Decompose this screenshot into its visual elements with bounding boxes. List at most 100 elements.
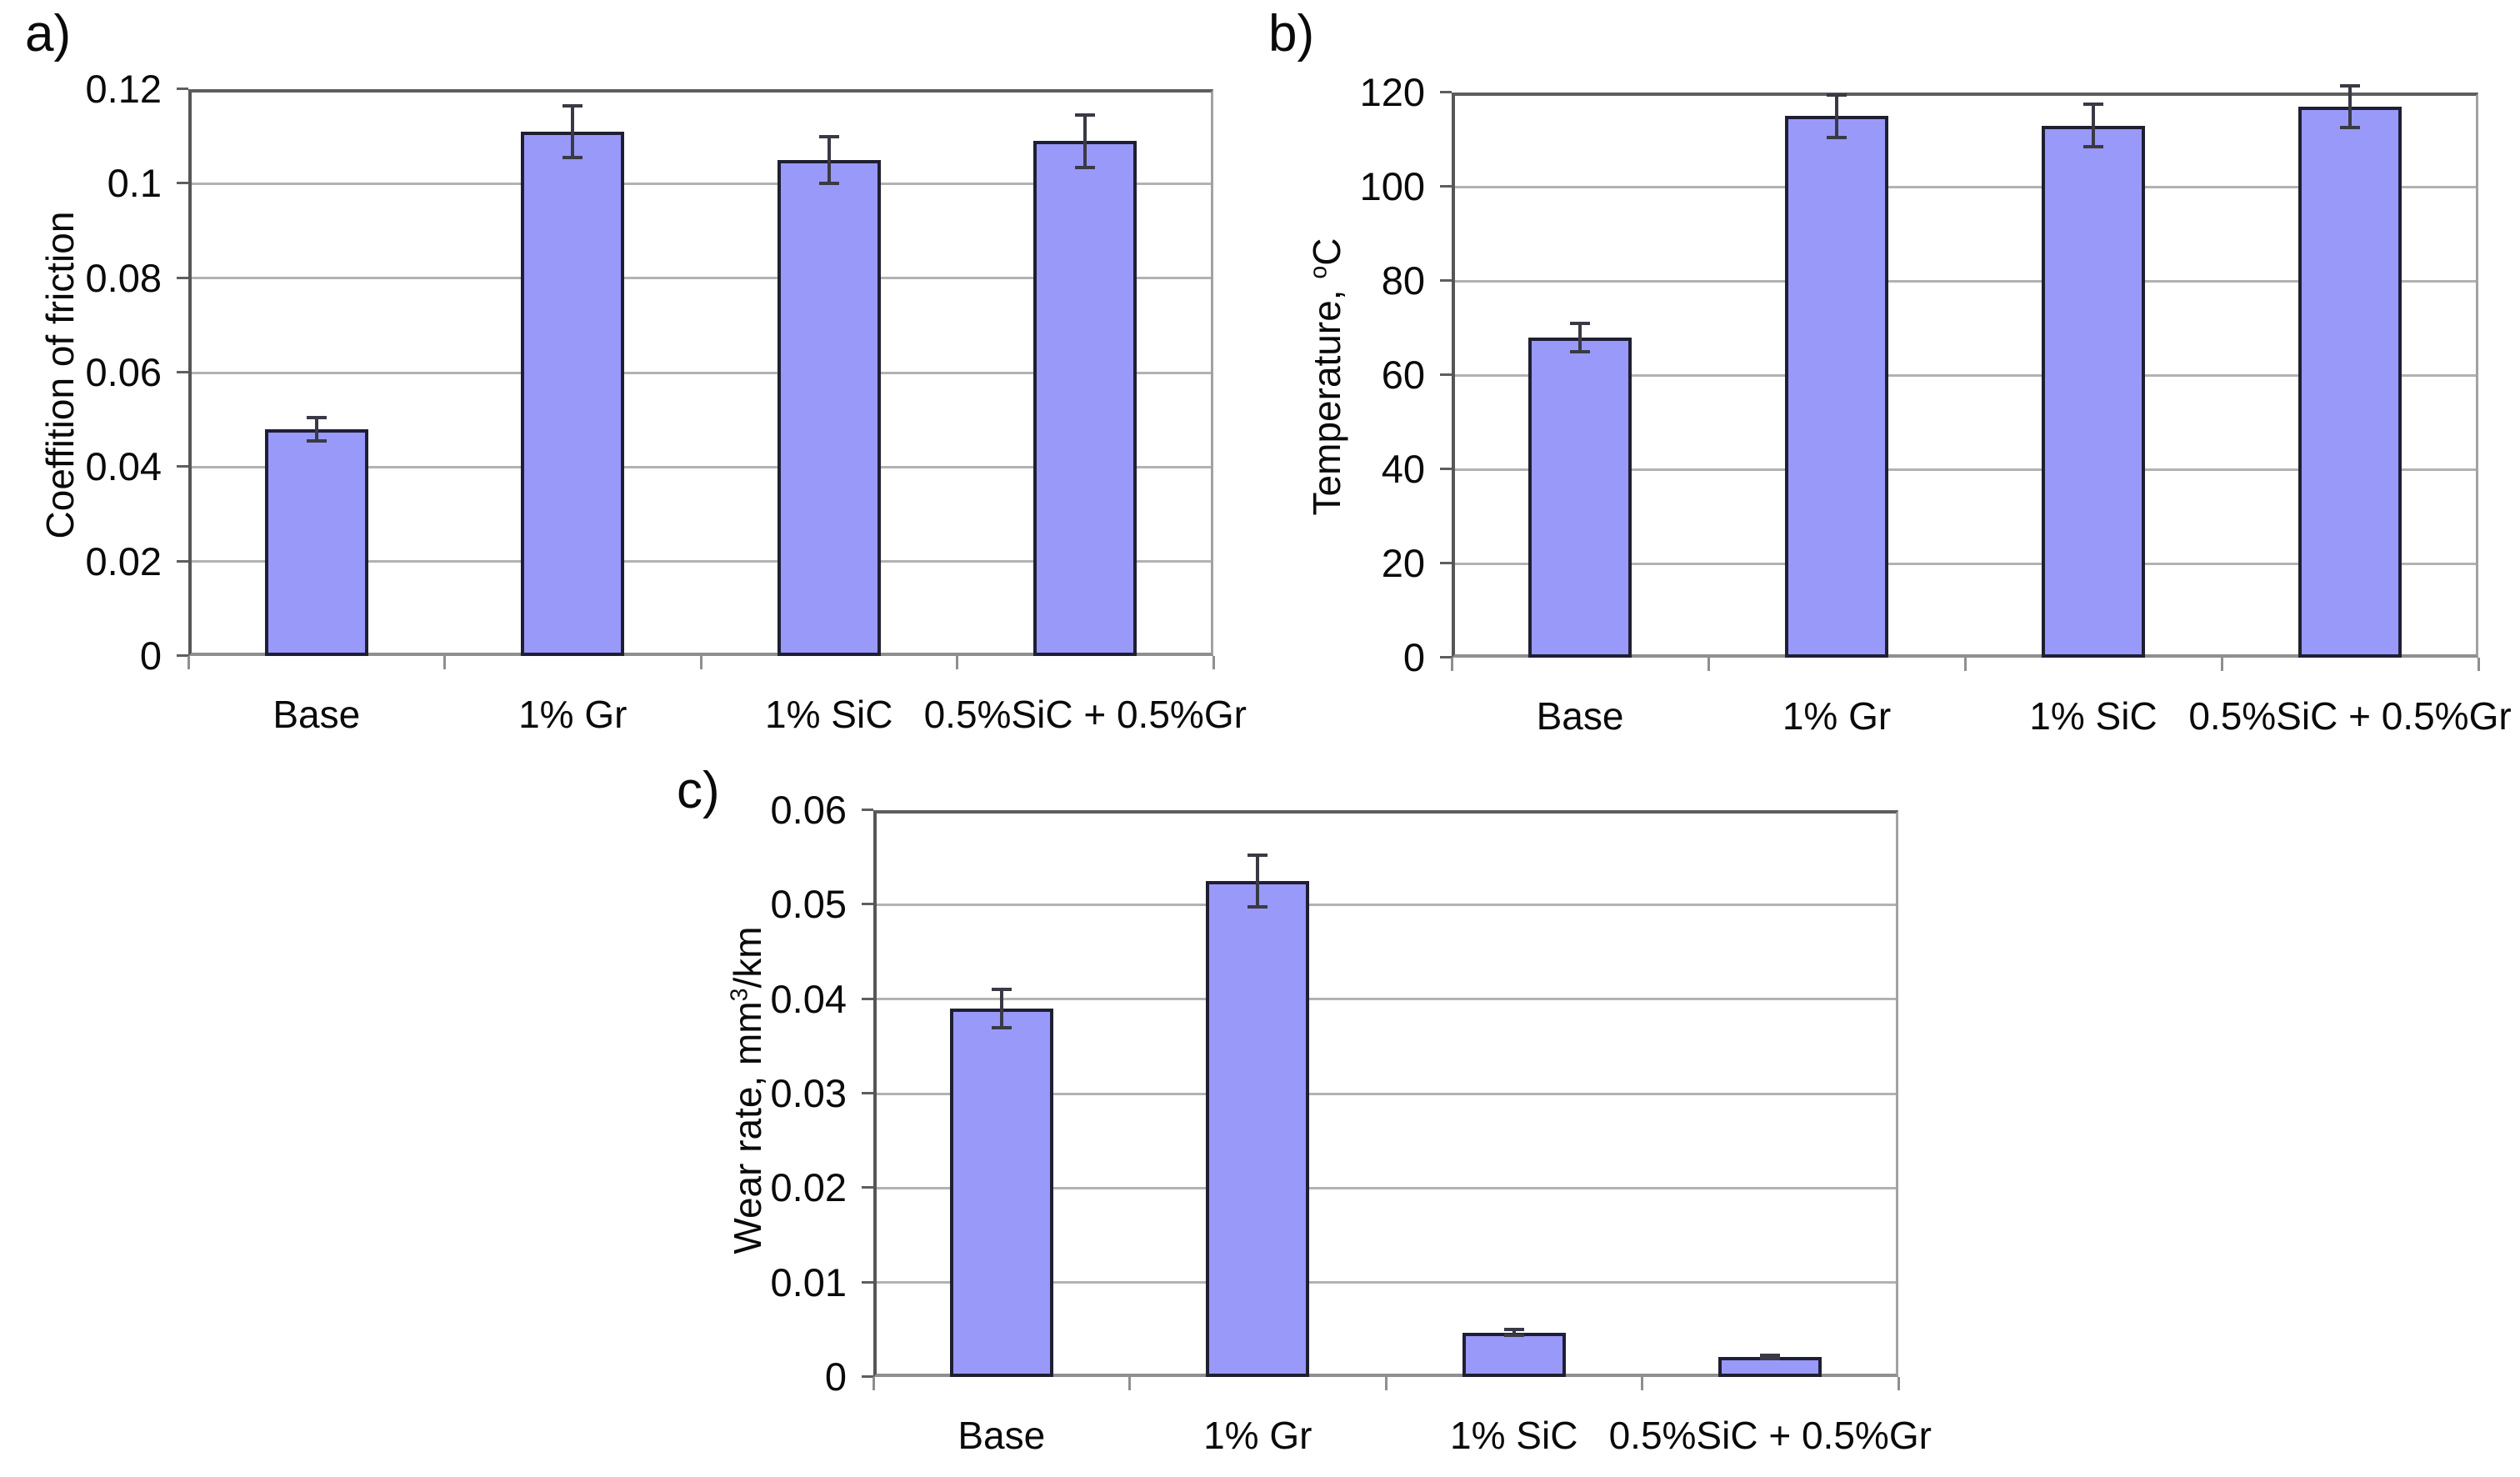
bar-base (949, 1009, 1053, 1377)
x-tick (187, 656, 190, 669)
bar-base (1528, 337, 1632, 658)
error-bar-cap-bottom-0-5-sic-0-5-gr (2340, 126, 2360, 130)
x-tick (1641, 1377, 1643, 1390)
y-tick-label: 60 (1381, 353, 1425, 397)
x-category-label-base: Base (1536, 694, 1624, 738)
gridline (192, 277, 1211, 280)
y-tick (177, 465, 188, 468)
y-tick-label: 0.04 (85, 444, 162, 489)
x-category-label-0-5-sic-0-5-gr: 0.5%SiC + 0.5%Gr (923, 693, 1247, 736)
gridline (192, 371, 1211, 374)
x-category-label-1-sic: 1% SiC (2029, 694, 2158, 738)
gridline (192, 560, 1211, 563)
x-category-label-1-gr: 1% Gr (1782, 694, 1892, 738)
y-tick-label: 100 (1359, 164, 1425, 208)
error-bar-cap-top-0-5-sic-0-5-gr (1760, 1353, 1781, 1357)
y-tick (862, 903, 873, 906)
y-tick-label: 0.08 (85, 255, 162, 300)
y-tick (862, 1186, 873, 1189)
error-bar-cap-bottom-base (991, 1025, 1012, 1029)
y-tick-label: 120 (1359, 70, 1425, 114)
y-tick-label: 0.06 (85, 350, 162, 394)
x-tick (1212, 656, 1215, 669)
gridline (877, 903, 1896, 906)
x-tick (2477, 658, 2480, 671)
y-tick (177, 371, 188, 373)
error-bar-line-1-gr (1835, 94, 1838, 138)
gridline (1455, 279, 2476, 283)
gridline (877, 998, 1896, 1001)
x-category-label-0-5-sic-0-5-gr: 0.5%SiC + 0.5%Gr (2188, 694, 2512, 738)
error-bar-cap-bottom-1-sic (818, 182, 839, 186)
y-tick (862, 997, 873, 1000)
gridline (1455, 468, 2476, 471)
y-tick (1440, 185, 1452, 188)
error-bar-cap-top-1-sic (1503, 1328, 1524, 1332)
y-tick (177, 559, 188, 563)
x-category-label-base: Base (272, 693, 361, 736)
y-tick-label: 0.02 (770, 1165, 847, 1210)
error-bar-cap-top-0-5-sic-0-5-gr (2340, 83, 2360, 88)
y-tick (862, 1092, 873, 1094)
y-tick (1440, 656, 1452, 658)
y-tick (177, 88, 188, 90)
error-bar-cap-bottom-1-sic (1503, 1334, 1524, 1338)
gridline (877, 1092, 1896, 1095)
gridline (1455, 373, 2476, 377)
x-tick (1384, 1377, 1388, 1390)
x-tick (699, 656, 702, 669)
y-tick-label: 0.01 (770, 1259, 847, 1304)
error-bar-line-0-5-sic-0-5-gr (1768, 1354, 1772, 1359)
gridline (877, 1186, 1896, 1189)
y-tick-label: 0.04 (770, 976, 847, 1021)
y-tick (177, 276, 188, 279)
gridline (192, 465, 1211, 468)
error-bar-cap-bottom-1-sic (2083, 144, 2103, 148)
y-tick (1440, 373, 1452, 376)
x-tick (872, 1377, 875, 1390)
bar-1-sic (777, 160, 881, 656)
bar-0-5-sic-0-5-gr (1033, 141, 1138, 656)
x-tick (1897, 1377, 1900, 1390)
error-bar-line-1-sic (1512, 1329, 1516, 1336)
bar-base (264, 429, 368, 656)
y-axis-title-text: Wear rate, mm (726, 1001, 769, 1254)
error-bar-line-0-5-sic-0-5-gr (2348, 85, 2352, 128)
x-category-label-1-gr: 1% Gr (518, 693, 628, 736)
y-tick (862, 1280, 873, 1284)
x-tick (1707, 658, 1710, 671)
error-bar-cap-bottom-1-gr (562, 156, 583, 160)
gridline (1455, 185, 2476, 188)
gridline (1455, 562, 2476, 565)
x-tick (2220, 658, 2223, 671)
gridline (877, 1281, 1896, 1284)
y-tick-label: 0.1 (107, 161, 162, 206)
y-tick (1440, 468, 1452, 470)
error-bar-line-1-gr (571, 105, 575, 158)
x-tick (443, 656, 446, 669)
error-bar-line-1-gr (1256, 855, 1260, 907)
y-tick-label: 0 (1402, 635, 1425, 679)
y-tick-label: 0.03 (770, 1071, 847, 1115)
error-bar-line-1-sic (827, 136, 831, 184)
y-tick-label: 0.02 (85, 538, 162, 583)
y-tick-label: 0.06 (770, 788, 847, 832)
y-tick (177, 654, 188, 657)
error-bar-cap-bottom-1-gr (1248, 904, 1268, 909)
bar-0-5-sic-0-5-gr (2298, 106, 2402, 658)
y-tick-label: 0.12 (85, 67, 162, 111)
gridline (192, 182, 1211, 185)
error-bar-cap-bottom-0-5-sic-0-5-gr (1760, 1357, 1781, 1361)
y-tick (862, 809, 873, 811)
panel-label-b: b) (1268, 5, 1315, 63)
error-bar-line-base (1578, 323, 1582, 352)
error-bar-cap-top-base (1570, 321, 1590, 325)
y-tick-label: 0 (139, 633, 162, 678)
bar-1-gr (1785, 116, 1888, 658)
x-category-label-1-sic: 1% SiC (1450, 1414, 1578, 1457)
bar-1-sic (1462, 1332, 1566, 1377)
y-tick-label: 0.05 (770, 882, 847, 927)
error-bar-cap-bottom-1-gr (1827, 135, 1847, 139)
x-category-label-base: Base (958, 1414, 1046, 1457)
y-tick-label: 80 (1381, 258, 1425, 303)
